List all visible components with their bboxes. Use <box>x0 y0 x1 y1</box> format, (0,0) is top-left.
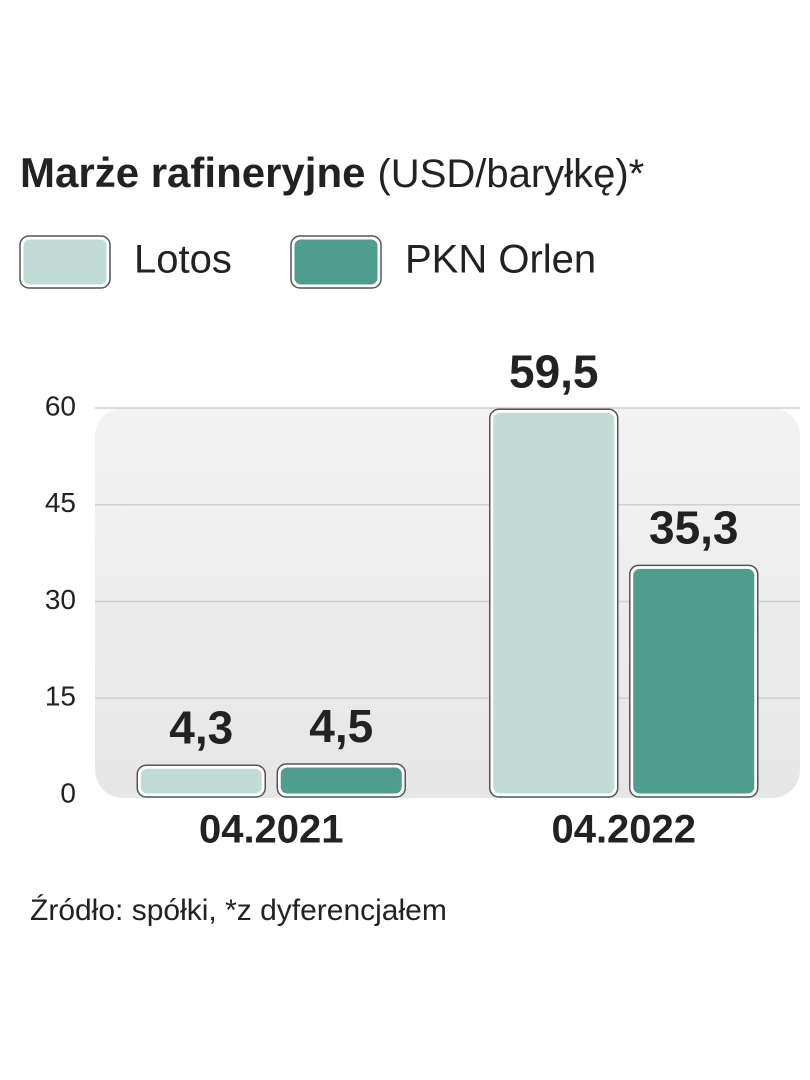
y-tick-label: 30 <box>45 584 76 615</box>
y-tick-label: 15 <box>45 681 76 712</box>
y-tick-label: 60 <box>45 390 76 421</box>
legend-swatch <box>291 236 381 288</box>
source-note: Źródło: spółki, *z dyferencjałem <box>30 894 447 927</box>
bar <box>490 409 618 797</box>
x-tick-label: 04.2022 <box>551 808 696 852</box>
value-label: 35,3 <box>649 501 739 553</box>
value-label: 4,5 <box>309 700 373 752</box>
y-tick-label: 45 <box>45 487 76 518</box>
bar <box>630 565 758 797</box>
value-label: 4,3 <box>169 701 233 753</box>
bar-outline <box>489 408 619 798</box>
x-tick-label: 04.2021 <box>199 808 344 852</box>
bar-outline <box>136 764 266 798</box>
bar <box>137 765 265 797</box>
chart-title-line: Marże rafineryjne (USD/baryłkę)* <box>20 149 644 196</box>
legend-label: PKN Orlen <box>405 238 596 282</box>
bar-outline <box>276 763 406 798</box>
bar-outline <box>629 564 759 798</box>
chart-title: Marże rafineryjne <box>20 149 365 196</box>
legend-swatch-outline <box>290 235 382 289</box>
bar <box>277 764 405 797</box>
legend-label: Lotos <box>134 238 232 282</box>
value-label: 59,5 <box>509 345 599 397</box>
legend-swatch <box>20 236 110 288</box>
y-tick-label: 0 <box>60 777 76 808</box>
legend-swatch-outline <box>19 235 111 289</box>
chart-subtitle: (USD/baryłkę)* <box>377 152 644 196</box>
